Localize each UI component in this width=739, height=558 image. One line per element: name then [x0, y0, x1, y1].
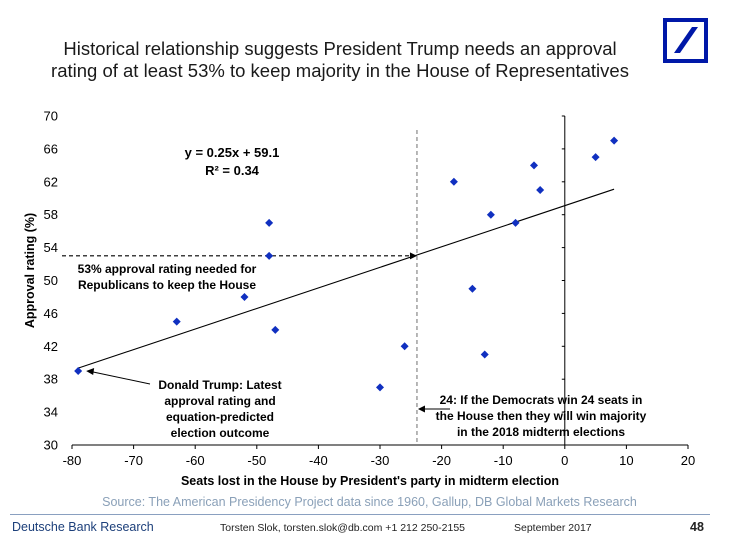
chart-labels: y = 0.25x + 59.1 R² = 0.34 53% approval ra… — [78, 145, 647, 440]
y-tick-label: 70 — [44, 109, 58, 124]
x-tick-label: -20 — [432, 453, 451, 468]
x-tick-label: -30 — [371, 453, 390, 468]
footer-divider — [10, 514, 710, 515]
trendline-group — [77, 188, 615, 369]
annotation-line: election outcome — [171, 426, 270, 440]
scatter-chart: 30 34 38 42 46 50 54 58 62 66 70 -80 -70 -60 -50 -40 -30… — [23, 109, 695, 489]
y-tick-label: 30 — [44, 438, 58, 453]
data-point — [536, 186, 545, 195]
data-point — [591, 153, 600, 162]
page-number: 48 — [690, 520, 704, 534]
slide-title: Historical relationship suggests Preside… — [10, 38, 670, 82]
data-point — [610, 136, 619, 145]
y-axis-title: Approval rating (%) — [23, 213, 37, 328]
x-tick-label: -70 — [124, 453, 143, 468]
x-tick-label: -40 — [309, 453, 328, 468]
data-point — [511, 218, 520, 227]
annotation-line: Republicans to keep the House — [78, 278, 256, 292]
data-point — [172, 317, 181, 326]
annotation-line: Donald Trump: Latest — [158, 378, 281, 392]
data-point — [271, 325, 280, 334]
data-point — [74, 366, 83, 375]
x-tick-label: 10 — [619, 453, 633, 468]
chart-axes: 30 34 38 42 46 50 54 58 62 66 70 -80 -70 -60 -50 -40 -30… — [23, 109, 695, 489]
x-tick-label: -10 — [494, 453, 513, 468]
data-point — [449, 177, 458, 186]
trump-arrowhead — [86, 367, 95, 375]
trendline-equation: y = 0.25x + 59.1 — [185, 145, 280, 160]
data-point — [240, 292, 249, 301]
r-squared-label: R² = 0.34 — [205, 163, 260, 178]
data-point — [486, 210, 495, 219]
annotation-line: 24: If the Democrats win 24 seats in — [440, 393, 643, 407]
data-points — [74, 136, 619, 392]
x-tick-label: 0 — [561, 453, 568, 468]
x-tick-label: -60 — [186, 453, 205, 468]
data-point — [376, 383, 384, 392]
data-point — [530, 161, 538, 170]
annotation-line: 53% approval rating needed for — [78, 262, 257, 276]
data-point — [265, 251, 274, 260]
footer-author: Torsten Slok, torsten.slok@db.com +1 212… — [220, 522, 466, 534]
title-line-1: Historical relationship suggests Preside… — [63, 38, 617, 59]
data-point — [480, 350, 489, 359]
x-axis-title: Seats lost in the House by President's p… — [181, 474, 559, 488]
x-tick-label: -50 — [247, 453, 266, 468]
annotation-line: the House then they will win majority — [436, 409, 647, 423]
y-tick-label: 58 — [44, 207, 58, 222]
trendline — [77, 188, 615, 369]
footer-brand: Deutsche Bank Research — [12, 520, 154, 534]
y-tick-label: 38 — [44, 372, 58, 387]
annotation-line: in the 2018 midterm elections — [457, 425, 625, 439]
x-tick-label: 20 — [681, 453, 695, 468]
seats-arrowhead — [417, 405, 425, 413]
data-point — [265, 218, 274, 227]
trump-annotation-arrow — [93, 371, 151, 385]
annotation-line: equation-predicted — [166, 410, 274, 424]
title-line-2: rating of at least 53% to keep majority … — [51, 60, 629, 81]
y-tick-label: 62 — [44, 174, 58, 189]
footer-date: September 2017 — [514, 522, 592, 534]
y-tick-label: 46 — [44, 306, 58, 321]
y-tick-label: 50 — [44, 273, 58, 288]
deutsche-bank-logo-icon — [663, 18, 708, 63]
annotation-line: approval rating and — [164, 394, 275, 408]
data-point — [400, 342, 409, 351]
y-tick-label: 34 — [44, 405, 58, 420]
x-tick-label: -80 — [63, 453, 82, 468]
source-note: Source: The American Presidency Project … — [102, 495, 637, 509]
y-tick-label: 54 — [44, 240, 58, 255]
data-point — [468, 284, 477, 293]
y-tick-label: 66 — [44, 141, 58, 156]
y-tick-label: 42 — [44, 339, 58, 354]
